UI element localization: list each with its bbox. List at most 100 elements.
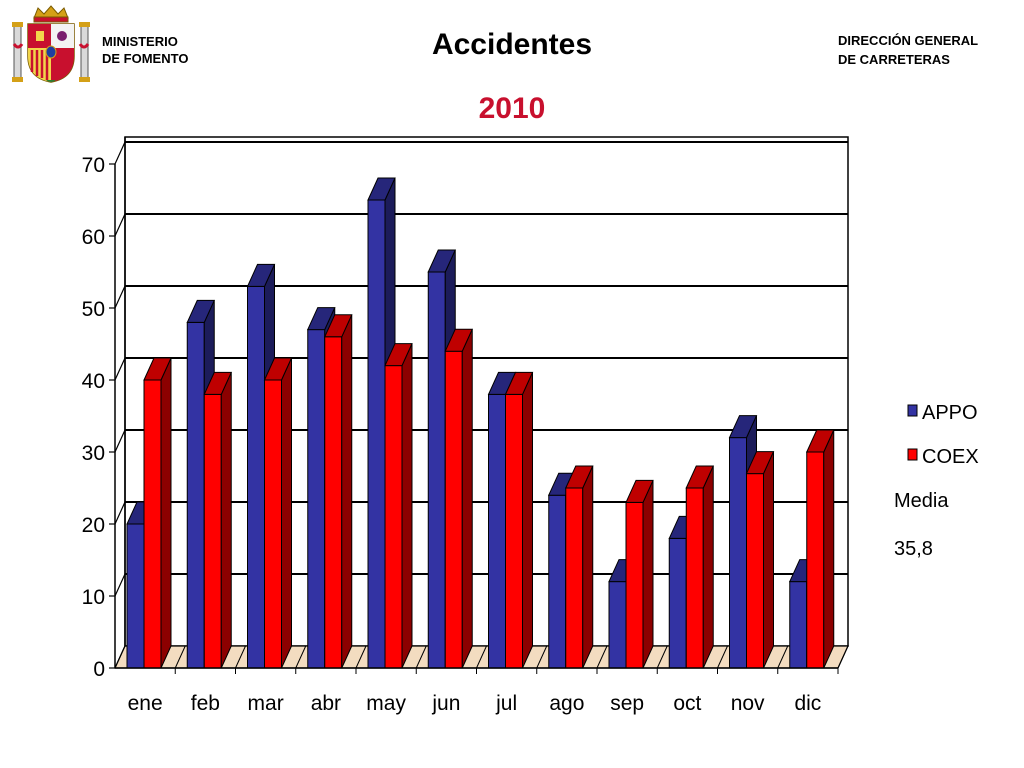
bar-top bbox=[427, 249, 457, 273]
bar-top bbox=[367, 177, 396, 201]
bar-side bbox=[160, 357, 172, 669]
floor-divider bbox=[415, 645, 427, 669]
bar-side bbox=[220, 372, 232, 669]
bar-side bbox=[763, 451, 774, 669]
bar-coex-dic bbox=[805, 429, 835, 669]
legend-swatch bbox=[907, 404, 918, 417]
bar-front bbox=[427, 271, 446, 669]
bar-coex-jun bbox=[444, 328, 474, 669]
ministry-line-1: MINISTERIO bbox=[102, 34, 178, 49]
floor-divider bbox=[235, 645, 246, 669]
x-tick-label: feb bbox=[191, 692, 220, 715]
y-tick-label: 20 bbox=[82, 514, 105, 537]
bar-front bbox=[186, 321, 205, 669]
bar-front bbox=[608, 581, 627, 669]
bar-front bbox=[247, 285, 265, 669]
bar-front bbox=[505, 393, 523, 669]
bar-top bbox=[323, 314, 353, 338]
bar-coex-jul bbox=[504, 371, 534, 669]
bar-front bbox=[203, 393, 222, 669]
bar-top bbox=[246, 263, 276, 287]
x-tick-label: nov bbox=[731, 692, 765, 715]
x-tick-label: jul bbox=[495, 692, 517, 715]
mean-label: Media bbox=[894, 490, 949, 512]
y-tick-label: 50 bbox=[82, 298, 105, 321]
bar-front bbox=[444, 350, 463, 669]
bar-front bbox=[789, 581, 808, 669]
bar-front bbox=[324, 336, 343, 669]
x-tick-label: ago bbox=[549, 692, 584, 715]
bar-top bbox=[685, 465, 715, 489]
floor-divider bbox=[536, 645, 548, 669]
x-tick-label: abr bbox=[311, 692, 341, 715]
bar-top bbox=[263, 357, 293, 381]
floor-divider bbox=[295, 645, 307, 669]
bar-front bbox=[384, 365, 403, 669]
y-tick-label: 0 bbox=[93, 658, 105, 681]
gridline-depth bbox=[114, 357, 126, 381]
bar-side bbox=[281, 357, 292, 669]
gridline-depth bbox=[114, 141, 126, 165]
bar-top bbox=[203, 371, 233, 395]
x-tick-label: mar bbox=[248, 692, 284, 715]
chart-bars bbox=[126, 177, 835, 669]
bar-side bbox=[582, 465, 594, 669]
directorate-line-2: DE CARRETERAS bbox=[838, 52, 950, 67]
legend-swatch bbox=[907, 448, 918, 461]
bar-top bbox=[745, 451, 775, 475]
legend-label: APPO bbox=[922, 402, 978, 424]
x-tick-label: sep bbox=[610, 692, 644, 715]
bar-coex-sep bbox=[625, 479, 654, 669]
bar-coex-abr bbox=[323, 314, 353, 669]
bar-front bbox=[668, 537, 687, 669]
chart-axes: 0 10 20 30 40 50 60 70 ene feb mar abr may jun jul ago s… bbox=[82, 137, 839, 715]
bar-top bbox=[143, 357, 172, 381]
bar-side bbox=[461, 328, 473, 669]
bar-front bbox=[806, 451, 825, 669]
floor-divider bbox=[717, 645, 728, 669]
floor-divider bbox=[355, 645, 367, 669]
bar-front bbox=[729, 437, 747, 669]
bar-coex-mar bbox=[263, 357, 293, 669]
bar-coex-feb bbox=[203, 371, 233, 669]
floor-divider bbox=[476, 645, 487, 669]
x-tick-label: dic bbox=[794, 692, 821, 715]
bar-front bbox=[565, 487, 584, 669]
bar-top bbox=[384, 343, 413, 367]
bar-front bbox=[746, 473, 764, 669]
legend-label: COEX bbox=[922, 446, 979, 468]
x-tick-label: may bbox=[366, 692, 406, 715]
mean-value: 35,8 bbox=[894, 538, 933, 560]
bar-front bbox=[367, 199, 386, 669]
gridline-depth bbox=[114, 501, 126, 525]
bar-front bbox=[307, 329, 326, 669]
chart-legend: APPO COEX bbox=[907, 402, 979, 468]
bar-side bbox=[823, 429, 835, 669]
bar-side bbox=[522, 372, 533, 669]
y-tick-label: 60 bbox=[82, 226, 105, 249]
bar-side bbox=[702, 465, 714, 669]
bar-top bbox=[504, 371, 534, 395]
y-tick-label: 40 bbox=[82, 370, 105, 393]
x-tick-label: oct bbox=[673, 692, 701, 715]
bar-side bbox=[401, 343, 413, 669]
chart-subtitle: 2010 bbox=[478, 92, 546, 125]
floor-divider bbox=[656, 645, 668, 669]
y-tick-label: 30 bbox=[82, 442, 105, 465]
bar-top bbox=[444, 328, 474, 352]
bar-top bbox=[805, 429, 835, 453]
ministry-name: MINISTERIO DE FOMENTO bbox=[102, 33, 188, 67]
bar-coex-oct bbox=[685, 465, 715, 669]
bar-top bbox=[564, 465, 594, 489]
bar-top bbox=[728, 415, 758, 439]
gridline-depth bbox=[114, 285, 126, 309]
bar-coex-ene bbox=[143, 357, 172, 669]
bar-front bbox=[143, 379, 162, 669]
gridline-depth bbox=[114, 429, 126, 453]
bar-front bbox=[548, 494, 567, 669]
bar-top bbox=[625, 479, 654, 503]
ministry-line-2: DE FOMENTO bbox=[102, 51, 189, 66]
bar-front bbox=[488, 393, 506, 669]
directorate-name: DIRECCIÓN GENERAL DE CARRETERAS bbox=[838, 31, 978, 69]
y-tick-label: 70 bbox=[82, 154, 105, 177]
